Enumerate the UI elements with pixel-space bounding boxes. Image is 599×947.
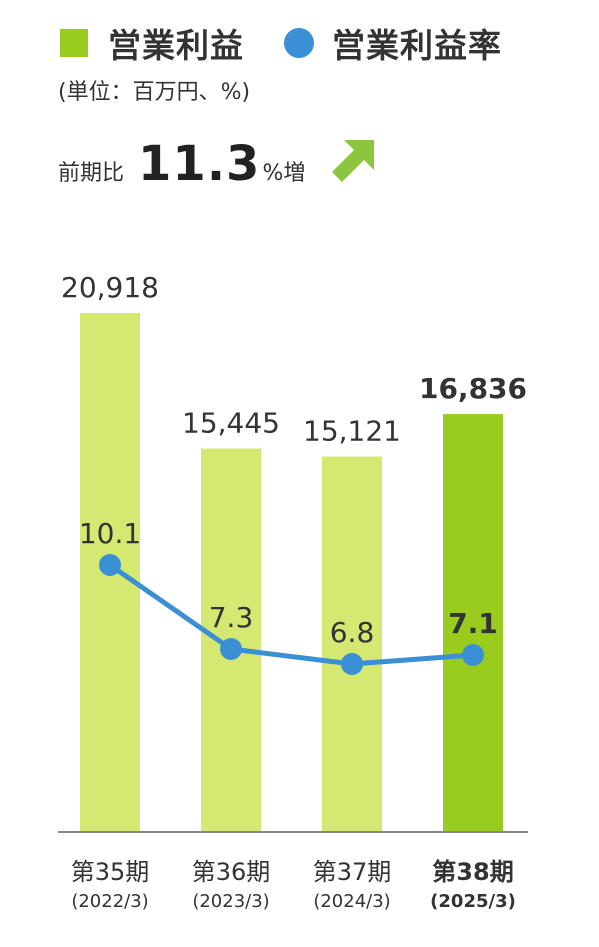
bar <box>322 456 382 831</box>
x-tick-label-date: (2024/3) <box>313 891 390 912</box>
margin-point <box>99 554 121 576</box>
arrow-up-right-shape <box>332 140 374 182</box>
x-tick-label-date: (2023/3) <box>192 891 269 912</box>
legend-line-swatch <box>284 28 314 58</box>
legend-bar-label: 営業利益 <box>108 26 244 65</box>
x-tick-label-date: (2022/3) <box>71 891 148 912</box>
bar <box>443 414 503 831</box>
unit-note: (単位：百万円、%) <box>58 80 251 105</box>
yoy-change-value: 11.3 <box>138 136 261 192</box>
x-tick-label-date: (2025/3) <box>430 891 516 912</box>
legend-line-label: 営業利益率 <box>332 26 502 65</box>
margin-point <box>220 638 242 660</box>
bar-value-label: 15,121 <box>303 415 401 448</box>
x-tick-label-period: 第35期 <box>71 858 150 886</box>
arrow-up-right-icon <box>332 140 374 182</box>
margin-value-label: 7.3 <box>209 601 254 634</box>
margin-point <box>462 644 484 666</box>
x-tick-label-period: 第37期 <box>313 858 392 886</box>
margin-point <box>341 653 363 675</box>
yoy-change-prefix: 前期比 <box>58 161 125 186</box>
bar-value-label: 20,918 <box>61 271 159 304</box>
legend: 営業利益 営業利益率 <box>60 18 502 68</box>
legend-bar-swatch <box>60 29 88 57</box>
margin-value-label: 10.1 <box>79 517 141 550</box>
yoy-change: 前期比 11.3 %増 <box>58 136 305 192</box>
margin-value-label: 6.8 <box>330 616 375 649</box>
bar-value-label: 15,445 <box>182 407 280 440</box>
yoy-change-suffix: %増 <box>262 161 306 186</box>
margin-line <box>108 562 474 667</box>
x-tick-label-period: 第36期 <box>192 858 271 886</box>
margin-value-label: 7.1 <box>448 607 498 640</box>
x-tick-label-period: 第38期 <box>432 858 513 886</box>
bar-value-label: 16,836 <box>419 372 527 405</box>
